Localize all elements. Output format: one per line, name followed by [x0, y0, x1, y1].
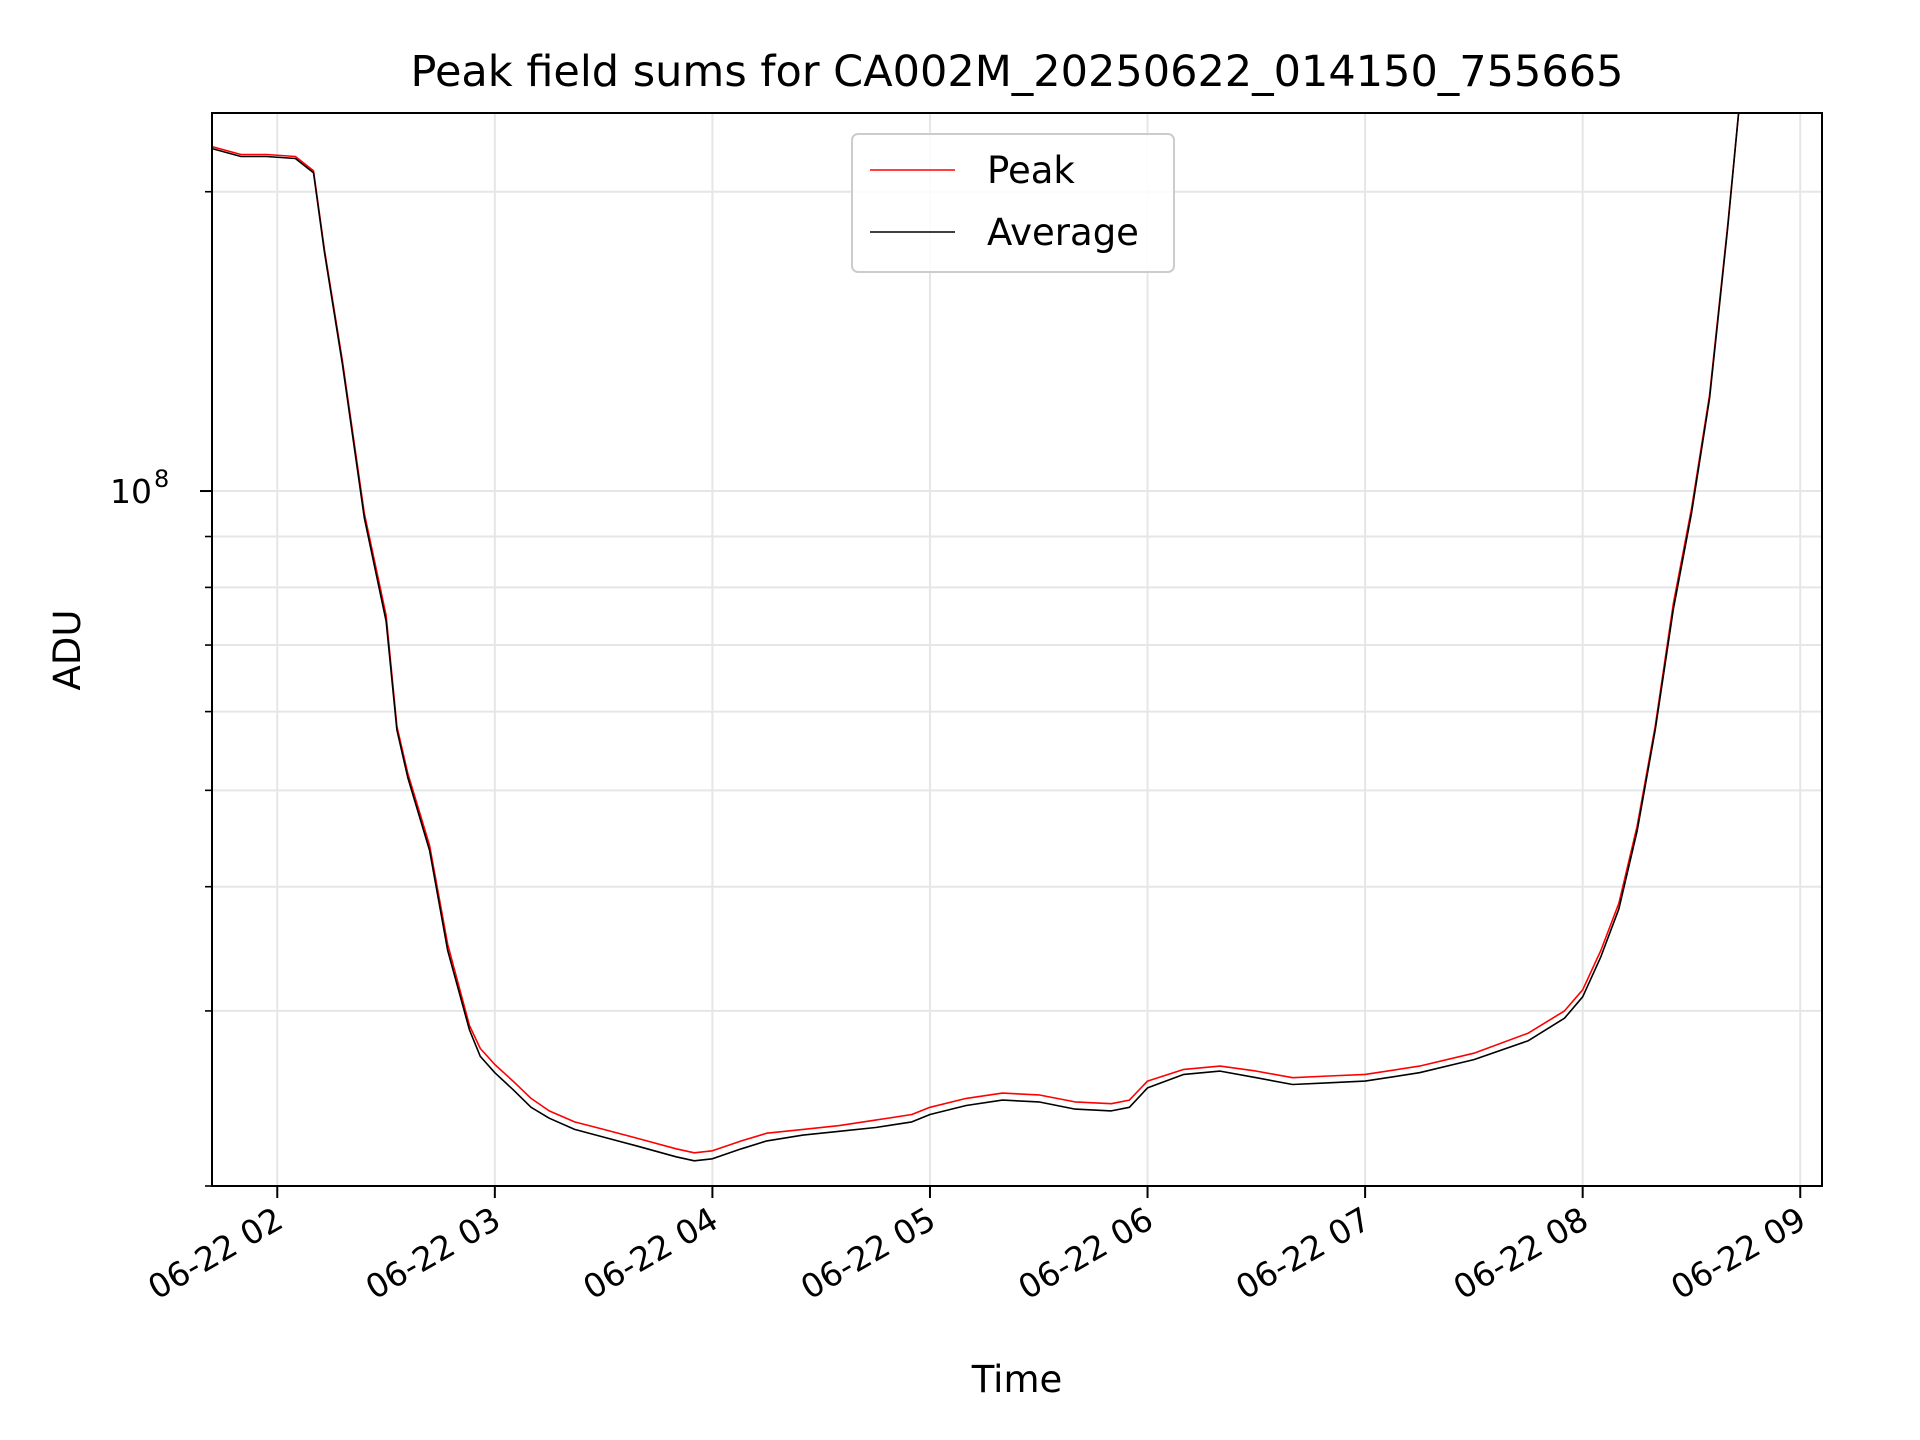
chart-title: Peak field sums for CA002M_20250622_0141… [411, 47, 1624, 97]
x-tick-label: 06-22 06 [1012, 1199, 1160, 1307]
x-tick-label: 06-22 02 [141, 1199, 289, 1307]
legend-label-peak: Peak [987, 149, 1075, 192]
series-lines [212, 113, 1740, 1162]
x-tick-label: 06-22 08 [1447, 1199, 1595, 1307]
x-tick-label: 06-22 04 [576, 1199, 724, 1307]
x-tick-label: 06-22 05 [794, 1199, 942, 1307]
x-tick-label: 06-22 03 [359, 1199, 507, 1307]
legend-box [851, 133, 1175, 273]
y-tick-label: 10 [110, 472, 152, 511]
series-line-average [212, 113, 1740, 1162]
y-axis: 10 8 [110, 190, 212, 1187]
y-tick-label-exponent: 8 [154, 465, 169, 493]
grid-lines [212, 113, 1822, 1187]
legend-label-average: Average [987, 211, 1139, 254]
x-tick-label: 06-22 07 [1229, 1199, 1377, 1307]
legend: Peak Average [851, 133, 1175, 273]
x-tick-label: 06-22 09 [1664, 1199, 1812, 1307]
y-axis-label: ADU [46, 610, 89, 691]
x-axis-label: Time [971, 1358, 1063, 1401]
x-axis: 06-22 02 06-22 03 06-22 04 06-22 05 06-22 06… [141, 1186, 1812, 1307]
series-line-peak [212, 113, 1740, 1154]
plot-area-frame [211, 112, 1823, 1187]
